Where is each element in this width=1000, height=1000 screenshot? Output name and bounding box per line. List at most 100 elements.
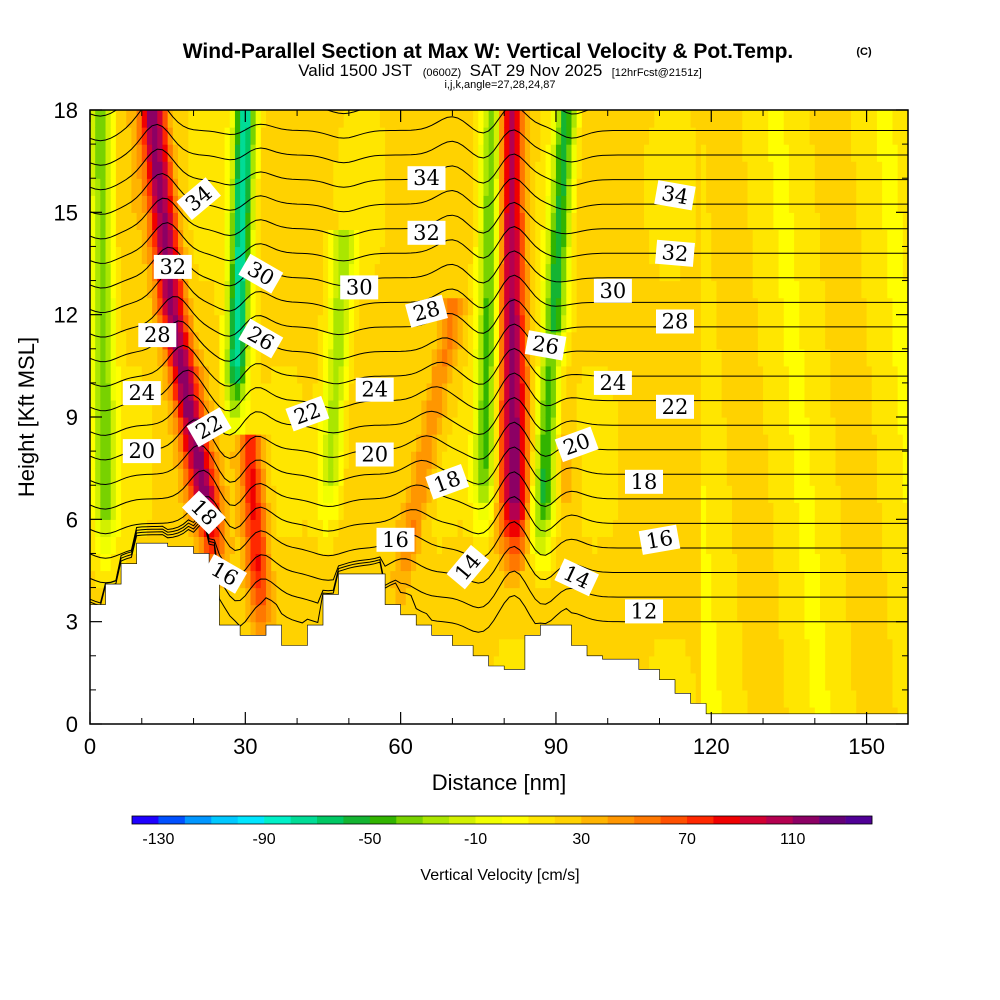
velocity-cell bbox=[203, 399, 210, 418]
velocity-cell bbox=[535, 451, 542, 469]
velocity-cell bbox=[431, 553, 438, 572]
velocity-cell bbox=[587, 297, 593, 316]
velocity-cell bbox=[90, 331, 96, 350]
velocity-cell bbox=[602, 434, 609, 452]
velocity-cell bbox=[328, 502, 334, 520]
velocity-cell bbox=[721, 110, 728, 128]
velocity-cell bbox=[369, 178, 376, 196]
velocity-cell bbox=[110, 451, 117, 469]
velocity-cell bbox=[467, 502, 474, 520]
velocity-cell bbox=[369, 468, 376, 486]
velocity-cell bbox=[742, 485, 749, 503]
velocity-cell bbox=[618, 553, 624, 572]
velocity-cell bbox=[530, 485, 536, 503]
velocity-cell bbox=[162, 468, 169, 486]
velocity-cell bbox=[607, 314, 614, 333]
velocity-cell bbox=[581, 314, 588, 333]
velocity-cell bbox=[612, 604, 619, 623]
velocity-cell bbox=[100, 417, 107, 435]
velocity-cell bbox=[198, 212, 205, 230]
velocity-cell bbox=[333, 502, 340, 520]
velocity-cell bbox=[561, 502, 567, 520]
velocity-cell bbox=[731, 451, 738, 469]
velocity-cell bbox=[333, 297, 340, 316]
velocity-cell bbox=[110, 365, 117, 384]
velocity-cell bbox=[685, 502, 692, 520]
velocity-cell bbox=[95, 451, 101, 469]
velocity-cell bbox=[302, 382, 309, 401]
velocity-cell bbox=[773, 144, 780, 162]
velocity-cell bbox=[436, 127, 443, 145]
velocity-cell bbox=[405, 246, 412, 265]
velocity-cell bbox=[322, 331, 329, 350]
velocity-cell bbox=[706, 144, 712, 162]
velocity-cell bbox=[162, 348, 169, 367]
velocity-cell bbox=[95, 587, 101, 606]
velocity-cell bbox=[649, 297, 655, 316]
velocity-cell bbox=[716, 110, 723, 128]
velocity-cell bbox=[271, 110, 277, 128]
velocity-cell bbox=[555, 485, 562, 503]
velocity-cell bbox=[587, 161, 593, 179]
velocity-cell bbox=[328, 297, 334, 316]
velocity-cell bbox=[447, 144, 454, 162]
velocity-cell bbox=[95, 280, 101, 299]
velocity-cell bbox=[669, 468, 676, 486]
velocity-cell bbox=[105, 280, 112, 299]
velocity-cell bbox=[587, 604, 593, 623]
velocity-cell bbox=[483, 110, 490, 128]
velocity-cell bbox=[219, 263, 226, 282]
velocity-cell bbox=[618, 536, 624, 555]
velocity-cell bbox=[328, 519, 334, 537]
velocity-cell bbox=[333, 468, 340, 486]
velocity-cell bbox=[421, 604, 428, 623]
velocity-cell bbox=[426, 110, 433, 128]
velocity-cell bbox=[452, 297, 459, 316]
velocity-cell bbox=[374, 502, 381, 520]
velocity-cell bbox=[234, 331, 241, 350]
velocity-cell bbox=[504, 434, 510, 452]
velocity-cell bbox=[737, 519, 743, 537]
velocity-cell bbox=[447, 229, 454, 248]
velocity-cell bbox=[794, 434, 800, 452]
velocity-cell bbox=[731, 365, 738, 384]
velocity-cell bbox=[167, 195, 174, 213]
velocity-cell bbox=[499, 348, 505, 367]
velocity-cell bbox=[436, 399, 443, 418]
velocity-cell bbox=[783, 536, 790, 555]
velocity-cell bbox=[737, 638, 743, 657]
velocity-cell bbox=[597, 570, 604, 589]
velocity-cell bbox=[250, 161, 257, 179]
velocity-cell bbox=[219, 604, 226, 623]
velocity-cell bbox=[737, 468, 743, 486]
velocity-cell bbox=[405, 314, 412, 333]
velocity-cell bbox=[664, 485, 671, 503]
velocity-cell bbox=[742, 468, 749, 486]
velocity-cell bbox=[121, 297, 127, 316]
velocity-cell bbox=[612, 127, 619, 145]
velocity-cell bbox=[763, 536, 769, 555]
velocity-cell bbox=[612, 348, 619, 367]
velocity-cell bbox=[395, 399, 402, 418]
velocity-cell bbox=[286, 110, 293, 128]
velocity-cell bbox=[462, 348, 469, 367]
velocity-cell bbox=[638, 587, 645, 606]
velocity-cell bbox=[566, 382, 573, 401]
velocity-cell bbox=[628, 127, 635, 145]
velocity-cell bbox=[700, 314, 707, 333]
velocity-cell bbox=[763, 553, 769, 572]
velocity-cell bbox=[721, 502, 728, 520]
velocity-cell bbox=[685, 212, 692, 230]
velocity-cell bbox=[442, 382, 448, 401]
velocity-cell bbox=[162, 229, 169, 248]
velocity-cell bbox=[452, 587, 459, 606]
velocity-cell bbox=[499, 246, 505, 265]
velocity-cell bbox=[685, 451, 692, 469]
velocity-cell bbox=[271, 468, 277, 486]
velocity-cell bbox=[374, 348, 381, 367]
velocity-cell bbox=[794, 672, 800, 691]
velocity-cell bbox=[535, 536, 542, 555]
velocity-cell bbox=[178, 365, 184, 384]
velocity-cell bbox=[281, 434, 288, 452]
velocity-cell bbox=[483, 621, 490, 640]
